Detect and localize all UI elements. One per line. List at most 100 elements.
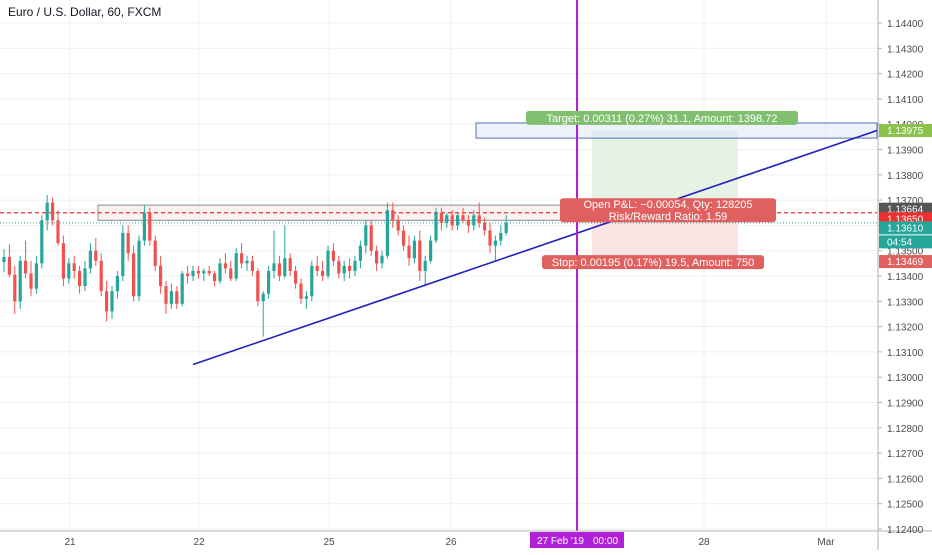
candle-up xyxy=(434,212,438,241)
stop-label-text: Stop: 0.00195 (0.17%) 19.5, Amount: 750 xyxy=(552,257,754,269)
candle-down xyxy=(315,265,319,271)
axis-price-badge xyxy=(879,235,932,249)
price-tick-label: 1.14400 xyxy=(887,19,924,30)
candle-up xyxy=(180,273,184,304)
candle-down xyxy=(148,212,152,241)
price-tick-label: 1.13000 xyxy=(887,373,924,384)
candle-down xyxy=(164,286,168,304)
price-tick-label: 1.13100 xyxy=(887,348,924,359)
candle-up xyxy=(272,263,276,271)
candle-down xyxy=(439,212,443,223)
price-tick-label: 1.13400 xyxy=(887,272,924,283)
candle-down xyxy=(299,283,303,299)
candle-down xyxy=(418,240,422,271)
candle-down xyxy=(29,273,33,289)
candle-down xyxy=(132,253,136,297)
candle-up xyxy=(326,250,330,276)
candle-down xyxy=(321,270,325,276)
candle-up xyxy=(88,250,92,269)
candle-up xyxy=(137,240,141,297)
candle-up xyxy=(342,265,346,274)
candle-up xyxy=(115,276,119,292)
candle-down xyxy=(13,274,17,302)
candle-up xyxy=(304,296,308,299)
axis-price-badge xyxy=(879,221,932,235)
pnl-label-bg xyxy=(560,198,776,223)
candle-down xyxy=(159,265,163,287)
time-tick-label: 28 xyxy=(698,537,710,548)
candle-up xyxy=(472,215,476,226)
price-tick-label: 1.12900 xyxy=(887,399,924,410)
axis-price-badge-text: 1.13975 xyxy=(887,126,924,137)
time-tick-label: Mar xyxy=(817,537,835,548)
candle-down xyxy=(105,291,109,312)
time-tick-label: 25 xyxy=(323,537,335,548)
candle-down xyxy=(402,230,406,246)
trendline xyxy=(192,129,878,366)
candle-down xyxy=(56,220,60,244)
candle-up xyxy=(169,291,173,304)
time-cursor-badge xyxy=(530,532,624,548)
candle-down xyxy=(229,268,233,279)
candle-down xyxy=(213,273,217,282)
candle-up xyxy=(429,240,433,261)
candle-up xyxy=(83,268,87,287)
pnl-label-text: Open P&L: −0.00054, Qty: 128205 xyxy=(583,199,752,211)
candle-up xyxy=(2,257,6,263)
candle-down xyxy=(99,260,103,292)
candle-up xyxy=(364,225,368,246)
candle-down xyxy=(288,258,292,271)
candle-down xyxy=(391,210,395,221)
candle-down xyxy=(466,220,470,226)
time-tick-label: 21 xyxy=(64,537,76,548)
candle-down xyxy=(294,270,298,284)
price-tick-label: 1.13900 xyxy=(887,146,924,157)
candle-up xyxy=(283,258,287,276)
candle-up xyxy=(423,260,427,271)
candle-down xyxy=(175,291,179,304)
candle-up xyxy=(40,220,44,264)
candle-down xyxy=(78,270,82,287)
candle-down xyxy=(207,270,211,274)
candle-up xyxy=(234,253,238,279)
candle-down xyxy=(153,240,157,266)
price-tick-label: 1.12400 xyxy=(887,525,924,536)
candle-down xyxy=(488,230,492,246)
axis-price-badge xyxy=(879,255,932,269)
candle-down xyxy=(24,260,28,274)
time-cursor-time: 00:00 xyxy=(593,536,618,547)
candle-up xyxy=(34,263,38,289)
price-tick-label: 1.13300 xyxy=(887,297,924,308)
stop-label-bg xyxy=(542,255,764,270)
candle-up xyxy=(499,232,503,241)
candles xyxy=(2,195,508,337)
candle-down xyxy=(126,232,130,254)
candle-up xyxy=(504,222,508,233)
candle-up xyxy=(358,245,362,261)
candle-down xyxy=(186,273,190,276)
candle-down xyxy=(240,253,244,264)
candle-down xyxy=(277,263,281,276)
candle-down xyxy=(94,250,98,261)
candle-down xyxy=(396,220,400,231)
candle-up xyxy=(412,240,416,259)
target-box xyxy=(475,122,878,139)
candle-down xyxy=(7,257,11,275)
candle-down xyxy=(223,263,227,269)
candle-up xyxy=(456,215,460,226)
axis-price-badge-text: 1.13650 xyxy=(887,214,924,225)
target-label-text: Target: 0.00311 (0.27%) 31.1, Amount: 13… xyxy=(547,113,778,125)
candle-up xyxy=(380,255,384,264)
candle-down xyxy=(375,250,379,264)
candle-up xyxy=(245,260,249,264)
candle-down xyxy=(61,243,65,279)
time-cursor-date: 27 Feb '19 xyxy=(537,536,584,547)
price-tick-label: 1.12800 xyxy=(887,424,924,435)
candle-down xyxy=(348,265,352,271)
candle-down xyxy=(461,215,465,221)
candle-down xyxy=(337,260,341,274)
